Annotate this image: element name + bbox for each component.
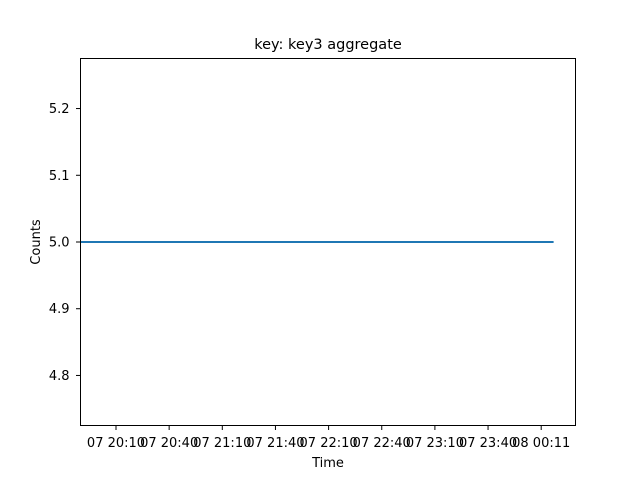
x-tick-label: 07 23:10 bbox=[406, 436, 464, 451]
x-tick-label: 07 22:40 bbox=[353, 436, 411, 451]
x-tick-label: 07 21:10 bbox=[193, 436, 251, 451]
x-tick-label: 07 20:40 bbox=[140, 436, 198, 451]
y-tick-label: 4.9 bbox=[49, 302, 70, 317]
y-tick-label: 5.0 bbox=[49, 236, 70, 251]
x-tick-label: 07 20:10 bbox=[87, 436, 145, 451]
x-tick-label: 07 21:40 bbox=[246, 436, 304, 451]
x-tick-label: 07 23:40 bbox=[459, 436, 517, 451]
y-tick-label: 5.1 bbox=[49, 169, 70, 184]
y-tick-label: 4.8 bbox=[49, 369, 70, 384]
y-axis: 4.8 4.9 5.0 5.1 5.2 bbox=[49, 102, 81, 384]
x-tick-label: 08 00:11 bbox=[512, 436, 570, 451]
chart-title: key: key3 aggregate bbox=[254, 37, 402, 53]
y-tick-label: 5.2 bbox=[49, 102, 70, 117]
x-tick-label: 07 22:10 bbox=[300, 436, 358, 451]
x-axis-label: Time bbox=[311, 456, 344, 471]
plot-frame bbox=[80, 58, 576, 426]
y-axis-label: Counts bbox=[29, 219, 44, 265]
